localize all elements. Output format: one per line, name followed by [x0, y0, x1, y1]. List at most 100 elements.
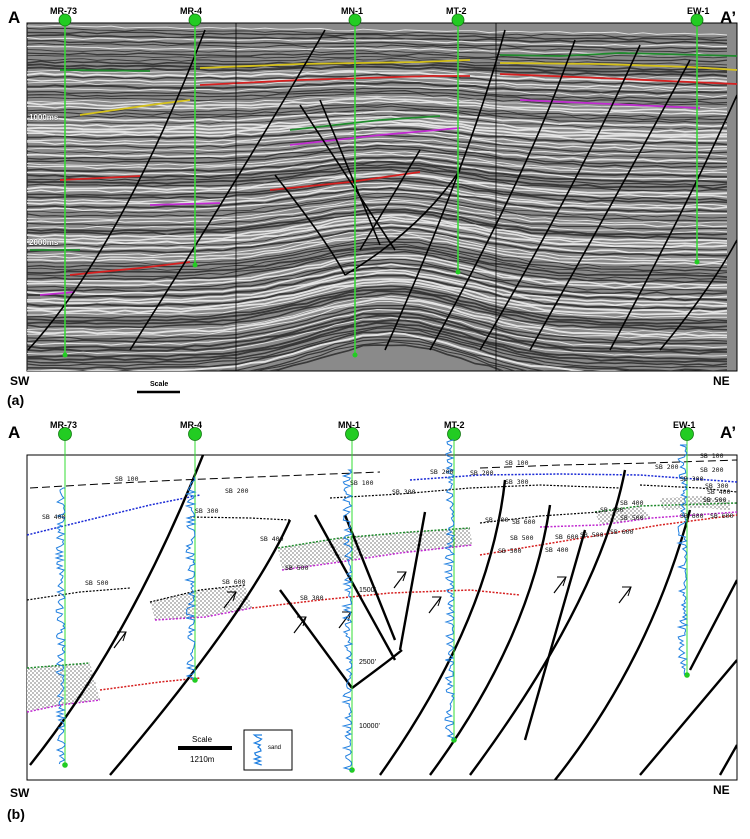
seismic-reflection [27, 105, 728, 121]
seismic-reflection [27, 151, 728, 171]
sequence-boundary-label: SB 500 [285, 564, 309, 572]
seismic-fault [27, 29, 206, 351]
panel-b-scale-label: Scale [192, 735, 213, 744]
interpreted-wells [54, 427, 694, 773]
fault-motion-arrowhead [227, 591, 237, 602]
well-td-marker [451, 737, 457, 743]
fault-motion-arrow [428, 596, 442, 614]
interpreted-fault [29, 455, 205, 766]
sequence-boundary-label: SB 100 [700, 452, 724, 460]
seismic-reflection [215, 336, 549, 371]
panel-b-well-label: MN-1 [338, 420, 360, 430]
seismic-reflection [27, 123, 728, 142]
panel-a-left-end: A [8, 8, 21, 27]
sequence-boundary-label: SB 200 [470, 469, 494, 477]
sequence-boundary-label: SB 400 [707, 488, 731, 496]
well-td-marker [62, 352, 68, 358]
seismic-reflection [27, 268, 728, 305]
seismic-reflection [27, 160, 728, 184]
seismic-reflection [27, 73, 728, 86]
well-head-icon [690, 13, 704, 27]
seismic-reflection [27, 118, 728, 136]
sequence-boundary-label: SB 400 [620, 499, 644, 507]
panel-b-left-end: A [8, 423, 21, 442]
well-td-marker [684, 672, 690, 678]
seismic-reflection [27, 327, 728, 369]
fault-motion-arrow [393, 571, 407, 589]
seismic-fault [479, 44, 641, 351]
panel-b-well-label: MR-73 [50, 420, 78, 430]
seismic-reflection [27, 203, 728, 230]
seismic-reflection [27, 142, 728, 163]
seismic-reflection [27, 192, 728, 219]
seismic-reflection [27, 232, 728, 263]
panel-b-right-end: A’ [720, 423, 737, 442]
well-td-marker [349, 767, 355, 773]
seismic-reflection [27, 307, 728, 345]
seismic-reflection [27, 248, 728, 280]
seismic-reflection [27, 254, 728, 287]
sequence-boundary-label: SB 300 [680, 475, 704, 483]
well-td-marker [352, 352, 358, 358]
interpreted-horizon [479, 511, 601, 524]
seismic-reflection [27, 243, 728, 275]
interpreted-fault [379, 479, 507, 776]
time-mark-1000: 1000ms [29, 113, 59, 122]
sequence-boundary-label: SB 600 [680, 512, 704, 520]
panel-a-well-label: MR-4 [180, 6, 202, 16]
seismic-horizon [499, 62, 737, 71]
interpreted-horizon [594, 502, 737, 513]
sequence-boundary-label: SB 500 [580, 531, 604, 539]
seismic-reflection [27, 62, 728, 74]
interpreted-horizon [539, 511, 737, 528]
seismic-reflection [27, 140, 728, 160]
seismic-reflection [27, 113, 727, 130]
seismic-horizon [79, 99, 191, 116]
well-head-icon [345, 427, 359, 441]
seismic-section-panel [26, 13, 738, 394]
panel-a-caption: (a) [7, 392, 25, 408]
seismic-reflection [27, 223, 728, 254]
sequence-boundary-label: SB 200 [655, 463, 679, 471]
seismic-reflection [27, 190, 728, 215]
fault-motion-arrowhead [117, 631, 127, 642]
seismic-reflection [27, 285, 728, 323]
panel-a-well-label: MN-1 [341, 6, 363, 16]
well-td-marker [455, 269, 461, 275]
seismic-reflection [27, 331, 621, 371]
interpreted-horizon [27, 587, 131, 601]
sequence-boundary-label: SB 500 [498, 547, 522, 555]
sequence-boundary-label: SB 300 [300, 594, 324, 602]
fault-motion-arrowhead [397, 571, 407, 582]
sequence-boundary-label: SB 400 [42, 513, 66, 521]
panel-a-sw: SW [10, 374, 30, 388]
panel-b-well-label: MT-2 [444, 420, 465, 430]
panel-a-right-end: A’ [720, 8, 737, 27]
seismic-reflection [27, 25, 728, 36]
seismic-horizon [499, 73, 737, 85]
interpreted-horizon [281, 544, 473, 571]
interpreted-fault [313, 514, 397, 661]
fault-motion-arrow [223, 591, 237, 609]
panel-b-caption: (b) [7, 806, 25, 822]
seismic-reflection [27, 290, 728, 329]
seismic-reflection [27, 201, 728, 228]
fault-motion-arrow [553, 576, 567, 594]
sequence-boundary-label: SB 100 [505, 459, 529, 467]
seismic-reflection [27, 168, 728, 192]
seismic-fault [319, 99, 381, 246]
seismic-reflection [27, 241, 728, 272]
seismic-reflection [27, 301, 728, 339]
legend-log [252, 734, 263, 766]
sequence-boundary-label: SB 600 [555, 533, 579, 541]
time-mark-2000: 2000ms [29, 238, 59, 247]
seismic-reflection [27, 324, 728, 367]
panel-a-ne: NE [713, 374, 730, 388]
seismic-wells [58, 13, 704, 358]
sequence-boundary-label: SB 400 [600, 506, 624, 514]
seismic-reflection [27, 287, 727, 325]
seismic-horizon [199, 59, 471, 69]
seismic-reflection [27, 298, 728, 337]
interpreted-section-panel [26, 427, 738, 781]
